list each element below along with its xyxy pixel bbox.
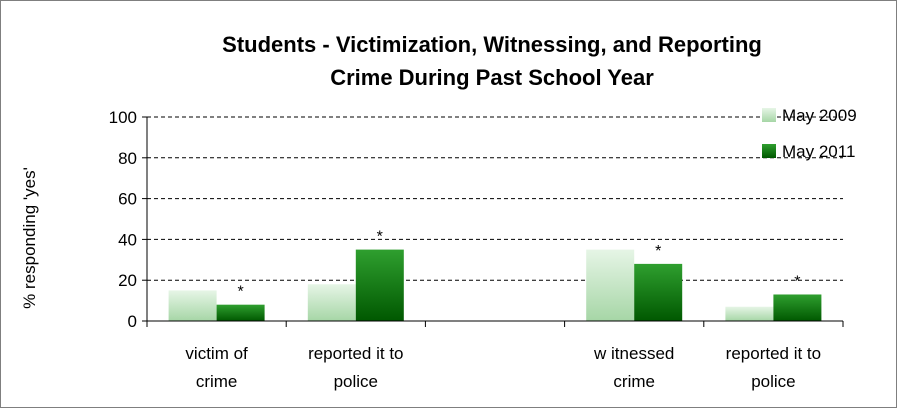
gridlines xyxy=(147,116,843,281)
bars: * * * * xyxy=(168,229,822,321)
bar-may-2011-cat0 xyxy=(216,304,265,321)
bar-may-2009-cat4 xyxy=(725,306,774,321)
significance-marker: * xyxy=(237,284,243,301)
x-category-label: crime xyxy=(613,372,655,391)
x-category-label: police xyxy=(751,372,795,391)
significance-marker: * xyxy=(377,229,383,246)
chart-title-line-2: Crime During Past School Year xyxy=(330,65,654,90)
bar-may-2009-cat3 xyxy=(586,249,635,321)
y-axis: 0 20 40 60 80 100 xyxy=(109,108,148,331)
bar-may-2009-cat1 xyxy=(307,284,356,321)
significance-marker: * xyxy=(655,243,661,260)
y-tick-label: 40 xyxy=(118,230,137,249)
x-category-label: reported it to xyxy=(726,344,821,363)
bar-may-2011-cat3 xyxy=(634,263,683,321)
bar-may-2009-cat0 xyxy=(168,290,217,321)
x-category-label: reported it to xyxy=(308,344,403,363)
x-category-label: police xyxy=(334,372,378,391)
x-axis: victim of crime reported it to police w itne… xyxy=(146,320,844,391)
y-axis-label: % responding 'yes' xyxy=(20,167,39,309)
y-tick-label: 80 xyxy=(118,149,137,168)
x-category-label: victim of xyxy=(185,344,248,363)
legend-label-may-2011: May 2011 xyxy=(782,142,855,161)
legend-swatch-may-2009 xyxy=(762,108,776,122)
x-category-label: crime xyxy=(196,372,238,391)
bar-may-2011-cat1 xyxy=(355,249,404,321)
legend: May 2009 May 2011 xyxy=(762,106,857,161)
significance-marker: * xyxy=(794,273,800,290)
bar-may-2011-cat4 xyxy=(773,294,822,321)
y-tick-label: 100 xyxy=(109,108,137,127)
legend-swatch-may-2011 xyxy=(762,144,776,158)
x-category-label: w itnessed xyxy=(593,344,674,363)
y-tick-label: 0 xyxy=(128,312,137,331)
y-tick-label: 60 xyxy=(118,190,137,209)
y-tick-label: 20 xyxy=(118,271,137,290)
legend-label-may-2009: May 2009 xyxy=(782,106,857,125)
chart-title-line-1: Students - Victimization, Witnessing, an… xyxy=(222,32,762,57)
